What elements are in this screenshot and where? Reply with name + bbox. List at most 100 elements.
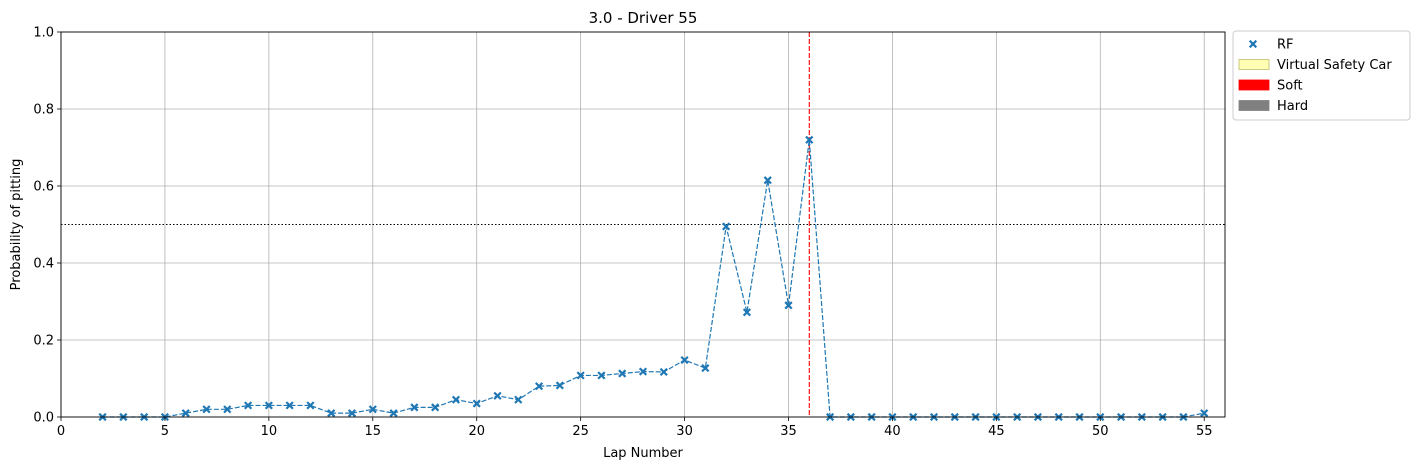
data-point-stroke (223, 405, 232, 414)
y-tick-label: 0.6 (33, 180, 54, 195)
legend-label: Hard (1277, 99, 1308, 114)
legend-marker-icon (1248, 39, 1258, 49)
legend-item: Soft (1238, 79, 1303, 94)
data-point (368, 405, 377, 414)
data-point (514, 395, 523, 404)
legend-item: Virtual Safety Car (1238, 58, 1392, 73)
legend-patch-icon (1238, 79, 1270, 91)
y-tick-label: 0.4 (33, 257, 54, 272)
y-axis-label: Probability of pitting (9, 159, 24, 291)
data-point-stroke (576, 371, 585, 380)
data-point-stroke (680, 355, 689, 365)
data-point-stroke (722, 222, 731, 231)
data-point (202, 405, 211, 414)
legend-box (1232, 30, 1411, 121)
legend-label: RF (1277, 38, 1294, 53)
data-point (451, 395, 461, 404)
data-point-stroke (534, 382, 544, 391)
data-point (659, 367, 668, 377)
y-tick-label: 1.0 (33, 26, 54, 41)
x-tick-label: 0 (57, 424, 65, 439)
data-point (763, 176, 772, 185)
data-point (805, 135, 814, 144)
data-point-stroke (1200, 409, 1209, 418)
data-point (472, 399, 481, 408)
data-point (597, 371, 606, 380)
data-point-stroke (306, 401, 315, 410)
threshold-layer (61, 32, 1225, 417)
data-point-stroke (389, 409, 398, 418)
ticks: 0 5 10 15 20 25 30 35 40 45 50 55 0.0 0.2 0.4 0.6 0.8 1.0 (33, 26, 1212, 440)
axes (60, 31, 1226, 418)
data-point-stroke (493, 391, 502, 400)
data-point (389, 409, 398, 418)
legend-patch-icon (1238, 59, 1270, 70)
data-point (181, 409, 190, 418)
legend-item: RF (1248, 38, 1294, 53)
legend-patch-icon (1238, 100, 1270, 111)
data-point (1200, 409, 1209, 418)
data-point (223, 405, 232, 414)
legend-label: Virtual Safety Car (1277, 58, 1392, 73)
data-point-stroke (327, 409, 336, 418)
data-point-stroke (784, 301, 793, 310)
x-tick-label: 50 (1092, 424, 1109, 439)
y-tick-label: 0.2 (33, 334, 54, 349)
data-point-stroke (431, 403, 440, 412)
data-point-stroke (555, 381, 564, 390)
data-point-stroke (202, 405, 211, 414)
data-point (306, 401, 315, 410)
x-axis-label: Lap Number (603, 446, 683, 461)
data-point (722, 222, 731, 231)
data-point-stroke (659, 367, 668, 377)
data-point-stroke (701, 364, 710, 373)
data-point (534, 382, 544, 391)
data-point-stroke (742, 308, 752, 317)
data-point (264, 401, 273, 410)
x-tick-label: 35 (780, 424, 797, 439)
data-point (784, 301, 793, 310)
x-tick-label: 20 (468, 424, 485, 439)
data-point (327, 409, 336, 418)
data-point-stroke (638, 367, 648, 376)
data-point-stroke (410, 403, 419, 412)
y-tick-label: 0.0 (33, 411, 54, 426)
legend: RF Virtual Safety Car Soft Hard (1232, 30, 1411, 121)
data-point (285, 401, 294, 410)
data-point (638, 367, 648, 376)
x-tick-label: 40 (884, 424, 901, 439)
data-point-stroke (597, 371, 606, 380)
series-line (102, 139, 1205, 418)
data-point (347, 409, 357, 418)
x-tick-label: 5 (161, 424, 169, 439)
legend-label: Soft (1277, 79, 1303, 94)
data-point (493, 391, 502, 400)
data-point (701, 364, 710, 373)
data-point (243, 401, 253, 410)
data-point-stroke (514, 395, 523, 404)
data-point (618, 369, 627, 378)
plot-frame (60, 31, 1226, 418)
x-tick-label: 45 (988, 424, 1005, 439)
data-point (410, 403, 419, 412)
data-point (742, 308, 752, 317)
data-point-stroke (347, 409, 357, 418)
x-tick-label: 10 (261, 424, 278, 439)
x-tick-label: 15 (365, 424, 382, 439)
legend-item: Hard (1238, 99, 1308, 114)
data-point (680, 355, 689, 365)
y-tick-label: 0.8 (33, 103, 54, 118)
data-point (431, 403, 440, 412)
data-point-stroke (618, 369, 627, 378)
data-point-stroke (285, 401, 294, 410)
data-point-stroke (368, 405, 377, 414)
series-layer (98, 135, 1209, 422)
x-tick-label: 30 (676, 424, 693, 439)
data-point-stroke (264, 401, 273, 410)
x-tick-label: 25 (572, 424, 589, 439)
data-point-stroke (451, 395, 461, 404)
data-point-stroke (181, 409, 190, 418)
data-point (555, 381, 564, 390)
